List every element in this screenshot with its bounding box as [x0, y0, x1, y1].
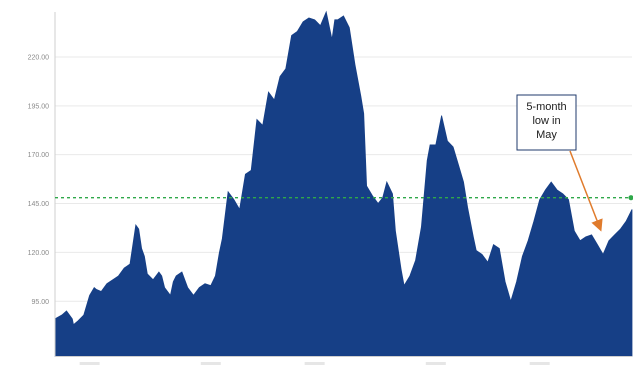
axes: 95.00 120.00 145.00 170.00 195.00 220.00 — [28, 12, 632, 365]
reference-line-group — [55, 195, 633, 201]
callout-text-line: 5-month — [526, 101, 566, 113]
callout-box — [516, 94, 577, 151]
y-tick-label: 120.00 — [28, 250, 50, 257]
series-area — [54, 10, 633, 357]
callout-text-line: May — [536, 129, 557, 141]
x-tick-mark — [529, 362, 550, 365]
y-tick-label: 170.00 — [28, 152, 50, 159]
y-tick-label: 95.00 — [31, 299, 49, 306]
x-tick-mark — [304, 362, 325, 365]
reference-marker — [628, 195, 633, 201]
callout-text-line: low in — [532, 115, 560, 127]
x-tick-mark — [200, 362, 221, 365]
x-tick-mark — [425, 362, 446, 365]
callout-arrow — [569, 150, 603, 232]
plot-area — [54, 10, 633, 357]
y-tick-label: 195.00 — [28, 103, 50, 110]
x-tick-mark — [79, 362, 100, 365]
y-tick-label: 145.00 — [28, 201, 50, 208]
annotation-group: 5-month low in May — [516, 94, 603, 232]
y-tick-label: 220.00 — [28, 54, 50, 61]
